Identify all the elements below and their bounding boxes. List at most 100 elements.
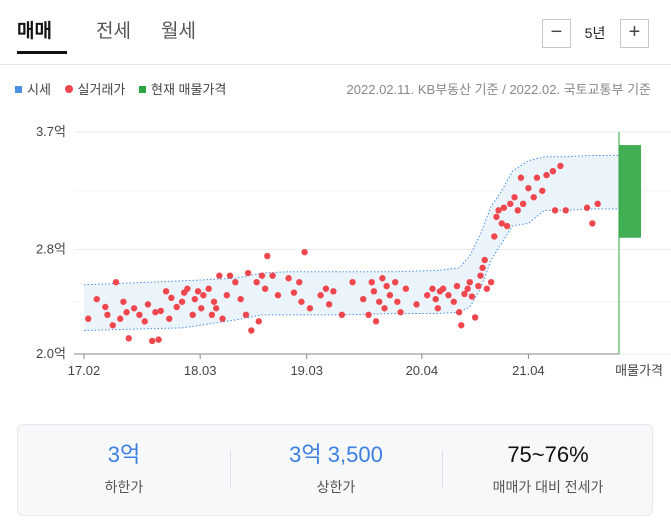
- actual-trade-point: [360, 295, 367, 303]
- actual-trade-point: [317, 292, 324, 299]
- actual-trade-point: [141, 318, 148, 325]
- actual-trade-point: [104, 311, 111, 319]
- legend-current-listing: 현재 매물가격: [139, 80, 226, 100]
- actual-trade-point: [168, 294, 175, 302]
- actual-trade-point: [189, 311, 196, 319]
- actual-trade-point: [413, 301, 420, 308]
- actual-trade-point: [330, 288, 337, 295]
- actual-trade-point: [255, 318, 262, 325]
- actual-trade-point: [365, 311, 372, 319]
- actual-trade-point: [491, 233, 498, 240]
- actual-trade-point: [85, 315, 92, 322]
- actual-trade-point: [471, 314, 479, 321]
- actual-trade-point: [191, 295, 199, 303]
- x-tick-label: 17.02: [68, 363, 101, 378]
- actual-trade-point: [325, 301, 333, 308]
- x-tick-label: 21.04: [512, 363, 545, 378]
- actual-trade-point: [455, 309, 463, 316]
- actual-trade-point: [210, 298, 218, 305]
- actual-trade-point: [223, 292, 231, 299]
- actual-trade-point: [200, 292, 207, 299]
- actual-trade-point: [461, 290, 468, 298]
- actual-trade-point: [130, 305, 138, 312]
- period-increase-button[interactable]: +: [620, 19, 649, 48]
- actual-trade-point: [530, 194, 537, 201]
- actual-trade-point: [112, 278, 120, 286]
- actual-trade-point: [500, 204, 508, 211]
- summary-jeonse-ratio-label: 매매가 대비 전세가: [492, 479, 604, 495]
- actual-trade-point: [149, 337, 156, 345]
- actual-trade-point: [248, 327, 255, 334]
- actual-trade-point: [549, 167, 557, 175]
- actual-trade-point: [594, 200, 601, 208]
- actual-trade-point: [498, 220, 505, 227]
- legend-market-price: 시세: [15, 80, 51, 100]
- actual-trade-point: [397, 309, 404, 316]
- y-tick-label: 3.7억: [36, 124, 66, 139]
- actual-trade-point: [445, 292, 452, 299]
- summary-upper-price-label: 상한가: [316, 479, 356, 495]
- actual-trade-point: [306, 305, 314, 312]
- actual-trade-point: [386, 292, 394, 299]
- actual-trade-point: [511, 194, 518, 201]
- actual-trade-point: [372, 318, 380, 325]
- actual-trade-point: [551, 207, 559, 214]
- actual-trade-point: [466, 278, 473, 286]
- actual-trade-point: [539, 187, 546, 194]
- actual-trade-point: [274, 292, 282, 299]
- actual-trade-point: [379, 275, 386, 282]
- actual-trade-point: [290, 289, 298, 296]
- tab-sale[interactable]: 매매: [17, 14, 67, 54]
- actual-trade-point: [269, 272, 276, 279]
- summary-lower-price: 3억 하한가: [18, 425, 230, 517]
- chart-legend: 시세 실거래가 현재 매물가격: [15, 80, 236, 100]
- actual-trade-point: [543, 171, 550, 179]
- actual-trade-point: [102, 303, 109, 311]
- summary-upper-price: 3억 3,500 상한가: [230, 425, 442, 517]
- y-tick-label: 2.0억: [36, 346, 66, 361]
- actual-trade-point: [376, 298, 383, 305]
- actual-trade-point: [495, 207, 502, 214]
- summary-jeonse-ratio-value: 75~76%: [507, 442, 589, 467]
- actual-trade-point: [458, 322, 465, 329]
- actual-trade-point: [481, 256, 488, 264]
- period-value: 5년: [584, 25, 606, 41]
- actual-trade-point: [93, 295, 100, 303]
- actual-trade-point: [125, 335, 132, 342]
- actual-trade-point: [381, 305, 388, 312]
- actual-trade-point: [589, 220, 596, 227]
- tab-jeonse[interactable]: 전세: [96, 21, 131, 42]
- actual-trade-point: [464, 285, 471, 292]
- summary-jeonse-ratio: 75~76% 매매가 대비 전세가: [442, 425, 654, 517]
- actual-trade-point: [212, 305, 220, 312]
- legend-actual-trade: 실거래가: [64, 80, 125, 100]
- actual-trade-point: [120, 298, 127, 305]
- price-summary: 3억 하한가 3억 3,500 상한가 75~76% 매매가 대비 전세가: [17, 424, 653, 516]
- actual-trade-point: [184, 285, 191, 292]
- actual-trade-point: [557, 162, 564, 170]
- actual-trade-point: [219, 315, 226, 322]
- actual-trade-point: [477, 272, 484, 279]
- actual-trade-point: [514, 207, 521, 214]
- actual-trade-point: [432, 295, 439, 303]
- actual-trade-point: [349, 278, 356, 286]
- actual-trade-point: [123, 309, 130, 316]
- period-decrease-button[interactable]: −: [542, 19, 571, 48]
- legend-current-listing-label: 현재 매물가격: [151, 82, 227, 97]
- actual-trade-point: [439, 285, 447, 292]
- actual-trade-point: [517, 174, 525, 181]
- actual-trade-point: [525, 184, 532, 192]
- actual-trade-point: [157, 307, 164, 315]
- actual-trade-point: [583, 204, 591, 211]
- market-price-upper-line: [83, 155, 619, 286]
- actual-trade-point: [237, 295, 244, 303]
- actual-trade-point: [178, 298, 186, 305]
- tab-monthly-rent[interactable]: 월세: [161, 21, 196, 42]
- summary-upper-price-value: 3억 3,500: [289, 442, 383, 467]
- actual-trade-point: [322, 285, 330, 292]
- actual-trade-point: [205, 285, 212, 292]
- actual-trade-point: [109, 322, 116, 329]
- actual-trade-point: [429, 285, 436, 292]
- actual-trade-point: [261, 285, 269, 292]
